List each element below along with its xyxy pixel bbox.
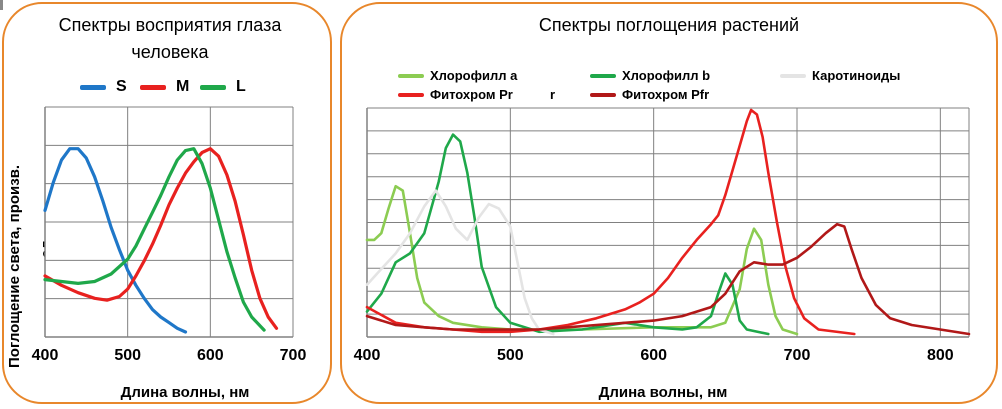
plant-x-tick-label: 400 <box>354 347 381 364</box>
plant-spectra-title: Спектры поглощения растений <box>538 15 800 35</box>
legend-item-chl-a: Хлорофилл a <box>398 68 517 83</box>
plant-series-line-1 <box>365 133 770 336</box>
legend-label-l: L <box>236 78 246 95</box>
legend-label-phy-pr: Фитохром Pr <box>430 87 513 102</box>
plant-x-tick-label: 700 <box>784 347 811 364</box>
eye-x-axis-label: Длина волны, нм <box>121 384 250 401</box>
legend-label-s: S <box>116 78 127 95</box>
legend-label-chl-b: Хлорофилл b <box>622 68 711 83</box>
legend-item-m: M <box>140 78 189 96</box>
legend-swatch-chl-b <box>590 73 616 78</box>
eye-spectra-title: Спектры восприятия глаза человека <box>58 15 282 62</box>
eye-chart: 400 500 600 700 Длина волны, нм <box>32 106 307 401</box>
plant-series-line-2 <box>365 189 555 336</box>
corner-mark <box>0 0 3 10</box>
legend-swatch-l <box>200 84 226 90</box>
legend-item-chl-b: Хлорофилл b <box>590 68 710 83</box>
legend-label-m: M <box>176 78 190 95</box>
legend-label-chl-a: Хлорофилл a <box>430 68 518 83</box>
legend-label-carotenoids: Каротиноиды <box>812 68 901 83</box>
legend-swatch-phy-pr <box>398 92 424 97</box>
legend-item-carotenoids: Каротиноиды <box>780 68 900 83</box>
legend-item-s: S <box>80 78 127 96</box>
plant-x-tick-label: 600 <box>640 347 667 364</box>
eye-x-tick-label: 700 <box>280 347 307 364</box>
eye-x-tick-label: 400 <box>32 347 59 364</box>
legend-item-phy-pr: Фитохром Pr <box>398 87 513 102</box>
legend-item-l: L <box>200 78 246 96</box>
legend-swatch-s <box>80 84 106 90</box>
legend-swatch-phy-pfr <box>590 92 616 97</box>
plant-series-line-4 <box>365 222 971 336</box>
plant-x-axis-label: Длина волны, нм <box>599 384 728 401</box>
legend-swatch-m <box>140 84 166 90</box>
legend-swatch-carotenoids <box>780 73 806 78</box>
eye-x-tick-label: 600 <box>197 347 224 364</box>
plant-x-tick-label: 500 <box>497 347 524 364</box>
eye-series-line-1 <box>43 147 279 330</box>
stray-letter: r <box>550 87 556 102</box>
eye-x-tick-label: 500 <box>114 347 141 364</box>
plant-x-tick-label: 800 <box>927 347 954 364</box>
plant-series-line-3 <box>365 108 856 336</box>
legend-label-phy-pfr: Фитохром Pfr <box>622 87 710 102</box>
plant-chart: 400 500 600 700 800 Длина волны, нм <box>354 107 971 401</box>
eye-series-line-2 <box>43 147 266 332</box>
legend-item-phy-pfr: Фитохром Pfr <box>590 87 709 102</box>
legend-swatch-chl-a <box>398 73 424 78</box>
eye-series-line-0 <box>43 147 188 334</box>
